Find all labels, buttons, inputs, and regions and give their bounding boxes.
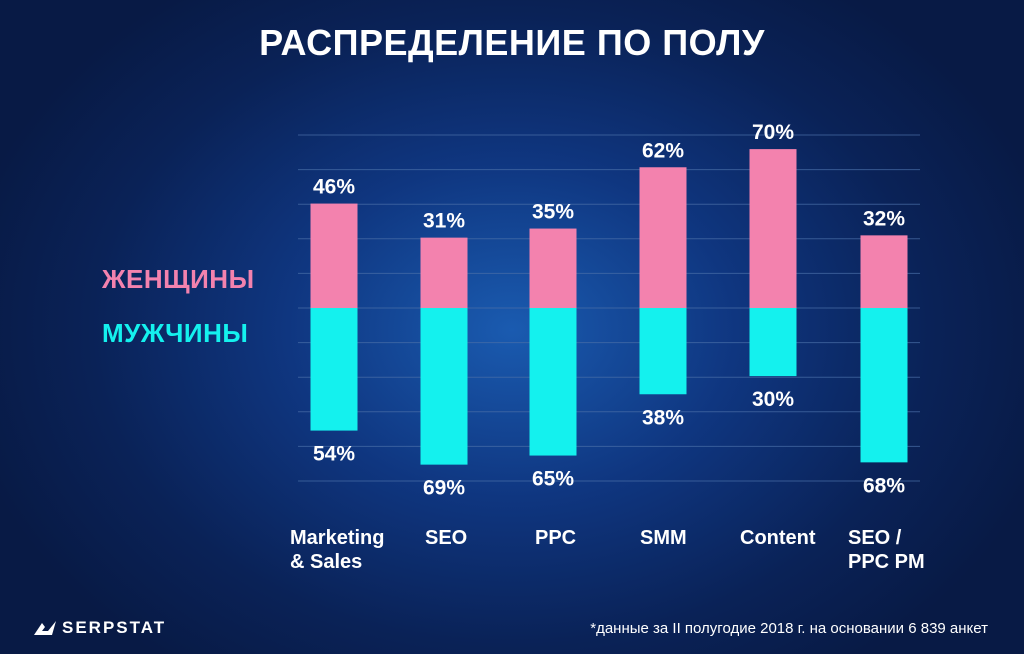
bar-men-marketing-sales <box>310 308 358 431</box>
category-label-smm: SMM <box>640 527 687 549</box>
serpstat-logo-icon <box>34 621 56 635</box>
bar-women-content <box>749 149 797 308</box>
value-label-men-seo-ppc-pm: 68% <box>863 474 905 497</box>
value-labels: 46% 54% 31% 69% 35% 65% 62% 38% 70% 30% 32% 68% <box>313 121 905 500</box>
bar-women-ppc <box>529 228 577 308</box>
bar-women-seo <box>420 237 468 308</box>
legend-men: МУЖЧИНЫ <box>102 318 249 348</box>
serpstat-logo: SERPSTAT <box>34 618 166 638</box>
value-label-women-seo-ppc-pm: 32% <box>863 207 905 230</box>
bar-men-seo <box>420 308 468 465</box>
category-label-marketing-sales: Marketing & Sales <box>290 527 385 573</box>
category-label-seo-ppc-pm: SEO / PPC PM <box>848 527 925 573</box>
value-label-men-seo: 69% <box>423 477 465 500</box>
value-label-men-content: 30% <box>752 388 794 411</box>
chart-title: РАСПРЕДЕЛЕНИЕ ПО ПОЛУ <box>259 22 765 63</box>
value-label-women-smm: 62% <box>642 139 684 162</box>
legend-women: ЖЕНЩИНЫ <box>102 264 255 294</box>
value-label-women-seo: 31% <box>423 210 465 233</box>
bar-men-smm <box>639 308 687 395</box>
category-label-seo: SEO <box>425 527 468 549</box>
bar-women-seo-ppc-pm <box>860 235 908 308</box>
logo-text: SERPSTAT <box>62 618 167 637</box>
value-label-men-ppc: 65% <box>532 468 574 491</box>
bar-women-smm <box>639 167 687 308</box>
bar-women-marketing-sales <box>310 203 358 308</box>
footnote: *данные за II полугодие 2018 г. на основ… <box>590 620 988 637</box>
bar-men-ppc <box>529 308 577 456</box>
gridlines <box>298 134 920 482</box>
value-label-women-ppc: 35% <box>532 201 574 224</box>
bar-men-seo-ppc-pm <box>860 308 908 463</box>
category-label-content: Content <box>740 527 816 549</box>
value-label-men-marketing-sales: 54% <box>313 443 355 466</box>
value-label-men-smm: 38% <box>642 406 684 429</box>
bars <box>310 149 908 465</box>
bar-men-content <box>749 308 797 377</box>
category-label-ppc: PPC <box>535 527 577 549</box>
value-label-women-content: 70% <box>752 121 794 144</box>
value-label-women-marketing-sales: 46% <box>313 176 355 199</box>
